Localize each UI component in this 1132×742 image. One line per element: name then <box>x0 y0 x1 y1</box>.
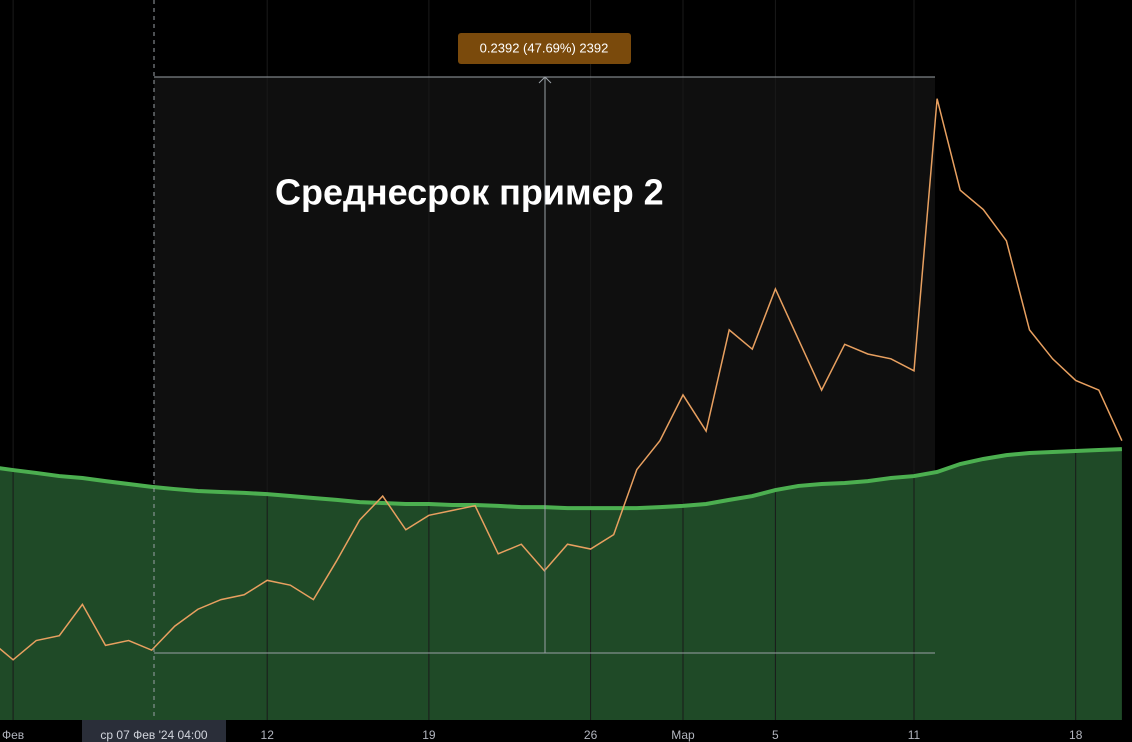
price-line <box>0 98 1123 661</box>
x-tick-label: 5 <box>772 728 779 742</box>
x-axis <box>0 720 1132 742</box>
x-tick-label: 12 <box>261 728 275 742</box>
x-tick-label: 18 <box>1069 728 1083 742</box>
x-tick-label: Мар <box>671 728 695 742</box>
x-tick-label: 19 <box>422 728 436 742</box>
crosshair-box <box>82 720 226 742</box>
measure-box <box>458 33 631 64</box>
measure-label: 0.2392 (47.69%) 2392 <box>480 40 609 55</box>
annotation-title: Среднесрок пример 2 <box>275 172 664 213</box>
x-tick-label: 11 <box>908 728 921 742</box>
plot <box>0 0 1123 720</box>
ma-area <box>0 449 1122 720</box>
crosshair-label: ср 07 Фев '24 04:00 <box>100 728 208 742</box>
x-tick-label: Фев <box>2 728 24 742</box>
x-tick-label: 26 <box>584 728 598 742</box>
arrow-head <box>538 76 552 84</box>
x-axis-labels: Фев 12 19 26 Мар 5 11 18 <box>2 728 1083 742</box>
ma-line <box>0 447 1122 511</box>
